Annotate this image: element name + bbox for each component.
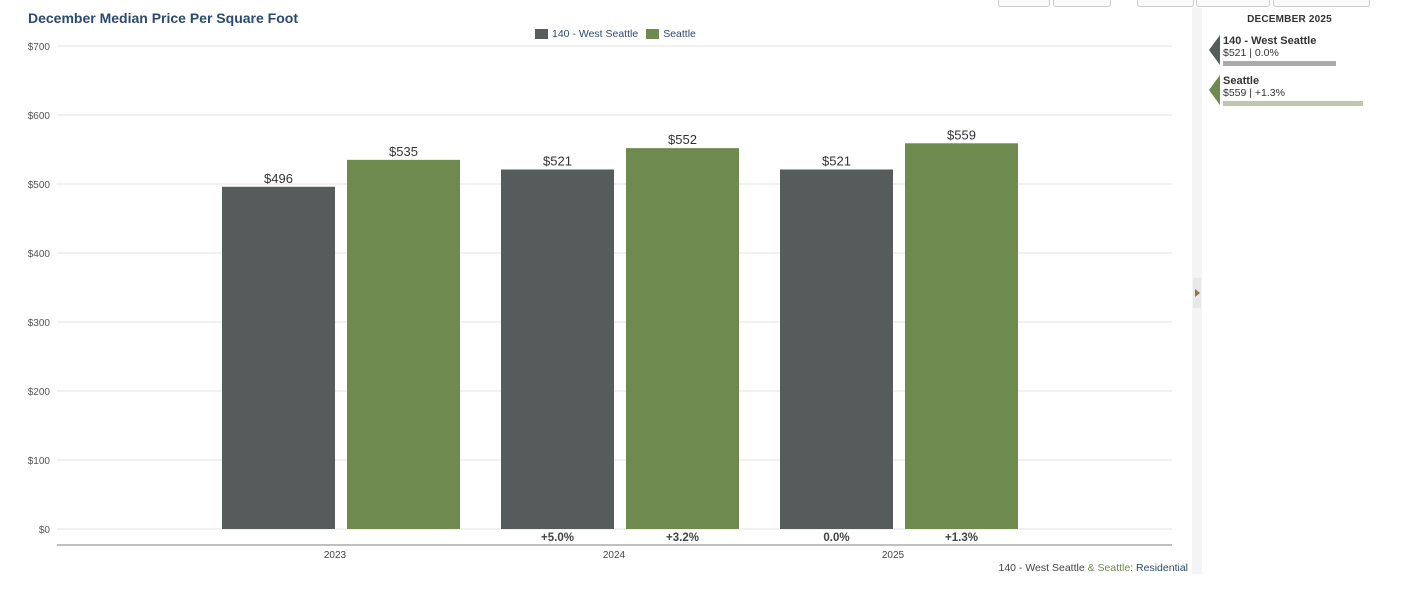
y-tick-label: $700 [28,42,51,53]
collapse-panel-button[interactable] [1193,278,1201,308]
side-item-name: Seattle [1223,75,1260,87]
y-tick-label: $500 [28,180,51,191]
legend-item-west-seattle[interactable]: 140 - West Seattle [535,28,638,40]
footer-type: : Residential [1130,562,1188,574]
y-tick-label: $200 [28,387,51,398]
legend-label-west-seattle: 140 - West Seattle [552,28,639,40]
footer-area: 140 - West Seattle [998,562,1085,574]
side-item-value: $559 | +1.3% [1223,87,1285,99]
side-item-bar [1223,61,1336,66]
bar [347,159,460,529]
change-label: +3.2% [666,532,699,544]
arrow-left-icon [1209,35,1220,65]
x-tick-label: 2024 [603,550,626,561]
side-panel-header: DECEMBER 2025 [1247,14,1332,25]
y-tick-label: $300 [28,318,51,329]
x-tick-label: 2025 [882,550,905,561]
side-item-bar [1223,101,1363,106]
y-tick-label: $400 [28,249,51,260]
legend-label-seattle: Seattle [663,28,696,40]
caret-right-icon [1194,289,1200,297]
legend: 140 - West Seattle Seattle [535,28,704,40]
toolbar-button[interactable] [998,0,1050,7]
bar-value-label: $521 [543,154,572,169]
chart-footer: 140 - West Seattle & Seattle: Residentia… [998,562,1188,574]
bar-value-label: $552 [668,132,697,147]
chart-title: December Median Price Per Square Foot [28,10,298,26]
toolbar-button[interactable] [1053,0,1111,7]
bar-value-label: $535 [389,144,418,159]
bar [780,169,893,529]
bar-value-label: $496 [264,171,293,186]
bar [222,186,335,529]
toolbar-button[interactable] [1137,0,1194,7]
change-label: +1.3% [945,532,978,544]
toolbar-button[interactable] [1273,0,1370,7]
y-tick-label: $600 [28,111,51,122]
bar-value-label: $521 [822,154,851,169]
bar-chart: $0 $100 $200 $300 $400 $500 $600 $700 2023 $496 $5… [28,42,1172,561]
bar [905,143,1018,530]
bar [501,169,614,529]
footer-compare: Seattle [1097,562,1131,574]
footer-amp: & [1084,562,1098,574]
legend-swatch-seattle [646,29,660,39]
toolbar-button[interactable] [1196,0,1270,7]
side-item-name: 140 - West Seattle [1223,35,1317,47]
legend-swatch-west-seattle [535,29,548,39]
side-panel: DECEMBER 2025 140 - West Seattle $521 | … [1207,14,1372,106]
y-tick-label: $100 [28,456,51,467]
bar-value-label: $559 [947,127,976,142]
arrow-left-icon [1209,75,1220,105]
y-tick-label: $0 [39,525,51,536]
side-item-value: $521 | 0.0% [1223,47,1279,59]
side-item-seattle[interactable]: Seattle $559 | +1.3% [1207,75,1372,106]
x-tick-label: 2023 [324,550,347,561]
bar [626,148,739,529]
change-label: +5.0% [541,532,574,544]
legend-item-seattle[interactable]: Seattle [646,28,696,40]
side-item-west-seattle[interactable]: 140 - West Seattle $521 | 0.0% [1207,35,1372,66]
change-label: 0.0% [823,532,849,544]
